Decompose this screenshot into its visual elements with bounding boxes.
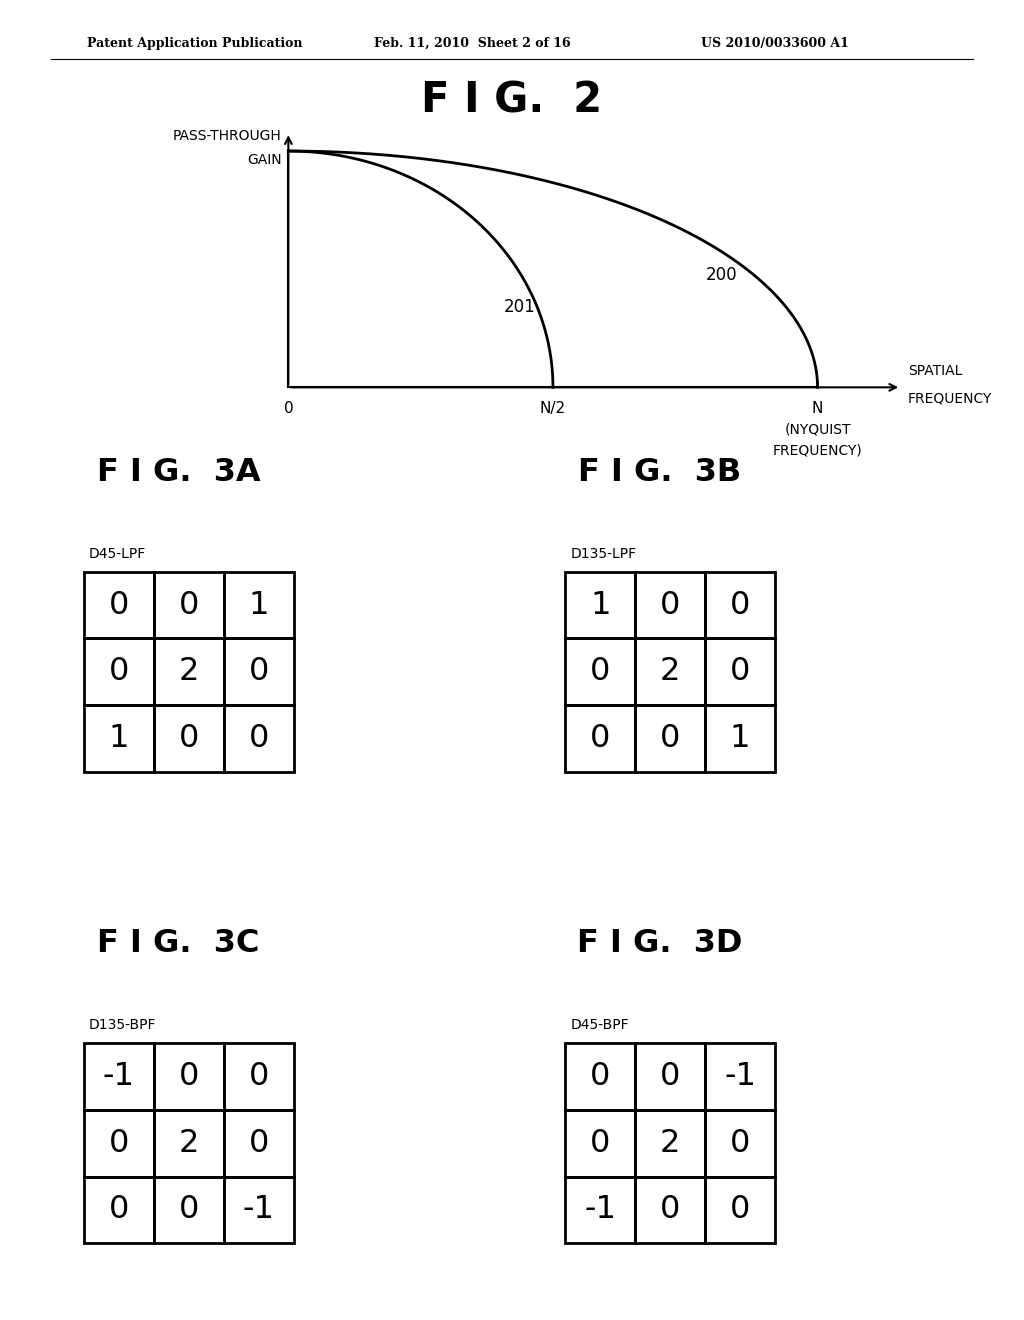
Text: 201: 201 (504, 298, 536, 315)
Text: FREQUENCY: FREQUENCY (908, 391, 992, 405)
Text: 1: 1 (109, 723, 129, 754)
Text: F I G.  3A: F I G. 3A (96, 457, 260, 488)
Text: F I G.  3D: F I G. 3D (578, 928, 742, 960)
Text: 0: 0 (179, 1061, 199, 1092)
Text: 0: 0 (660, 723, 680, 754)
Text: 1: 1 (590, 590, 610, 620)
Text: 0: 0 (249, 1127, 269, 1159)
Text: 0: 0 (109, 1195, 129, 1225)
Text: N: N (812, 401, 823, 416)
Text: PASS-THROUGH: PASS-THROUGH (173, 129, 282, 143)
Text: 0: 0 (730, 656, 751, 688)
Text: 0: 0 (109, 1127, 129, 1159)
Text: F I G.  3B: F I G. 3B (579, 457, 741, 488)
Text: 0: 0 (179, 723, 199, 754)
Text: 0: 0 (660, 1061, 680, 1092)
Text: 200: 200 (707, 265, 737, 284)
Text: 0: 0 (590, 1061, 610, 1092)
Text: 0: 0 (590, 656, 610, 688)
Text: -1: -1 (103, 1061, 135, 1092)
Text: -1: -1 (243, 1195, 274, 1225)
Text: 0: 0 (249, 656, 269, 688)
Text: Feb. 11, 2010  Sheet 2 of 16: Feb. 11, 2010 Sheet 2 of 16 (374, 37, 570, 50)
Text: -1: -1 (585, 1195, 616, 1225)
Text: D135-BPF: D135-BPF (89, 1018, 157, 1032)
Text: 1: 1 (249, 590, 269, 620)
Text: N/2: N/2 (540, 401, 566, 416)
Text: 0: 0 (730, 1127, 751, 1159)
Text: 2: 2 (178, 656, 200, 688)
Text: US 2010/0033600 A1: US 2010/0033600 A1 (701, 37, 849, 50)
Text: D45-BPF: D45-BPF (570, 1018, 629, 1032)
Text: 0: 0 (179, 590, 199, 620)
Text: 2: 2 (659, 1127, 681, 1159)
Text: SPATIAL: SPATIAL (908, 364, 963, 379)
Text: Patent Application Publication: Patent Application Publication (87, 37, 302, 50)
Text: 0: 0 (109, 590, 129, 620)
Text: 0: 0 (284, 401, 293, 416)
Text: 2: 2 (659, 656, 681, 688)
Text: 0: 0 (660, 590, 680, 620)
Text: 0: 0 (249, 1061, 269, 1092)
Text: 0: 0 (109, 656, 129, 688)
Text: D45-LPF: D45-LPF (89, 546, 146, 561)
Text: GAIN: GAIN (247, 153, 282, 168)
Text: 0: 0 (730, 590, 751, 620)
Text: FREQUENCY): FREQUENCY) (773, 444, 862, 458)
Text: 0: 0 (249, 723, 269, 754)
Text: 2: 2 (178, 1127, 200, 1159)
Text: 0: 0 (590, 1127, 610, 1159)
Text: (NYQUIST: (NYQUIST (784, 422, 851, 437)
Text: 0: 0 (730, 1195, 751, 1225)
Text: 0: 0 (179, 1195, 199, 1225)
Text: 0: 0 (660, 1195, 680, 1225)
Text: 0: 0 (590, 723, 610, 754)
Text: F I G.  2: F I G. 2 (422, 79, 602, 121)
Text: 1: 1 (730, 723, 751, 754)
Text: F I G.  3C: F I G. 3C (97, 928, 260, 960)
Text: -1: -1 (724, 1061, 756, 1092)
Text: D135-LPF: D135-LPF (570, 546, 637, 561)
